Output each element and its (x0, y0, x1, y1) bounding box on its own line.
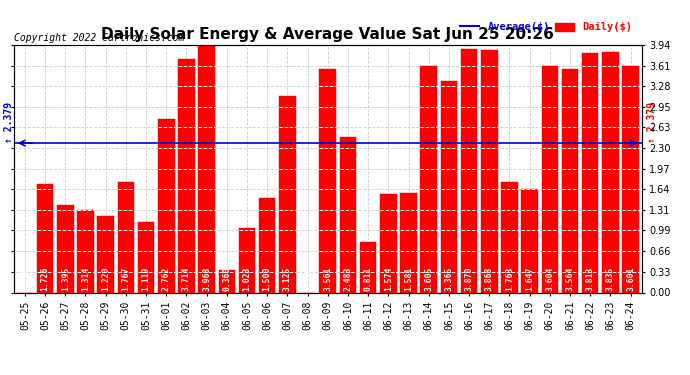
Text: 3.561: 3.561 (323, 267, 333, 291)
Bar (198, 43, 215, 292)
Text: 3.714: 3.714 (182, 267, 191, 291)
Bar (441, 81, 457, 292)
Bar (259, 198, 275, 292)
Bar (158, 119, 175, 292)
Bar (77, 210, 94, 292)
Text: 2.483: 2.483 (344, 267, 353, 291)
Text: 0.000: 0.000 (303, 267, 312, 291)
Bar (562, 69, 578, 292)
Bar (360, 242, 377, 292)
Bar (522, 189, 538, 292)
Text: 3.601: 3.601 (626, 267, 635, 291)
Bar (279, 96, 295, 292)
Legend: Average($), Daily($): Average($), Daily($) (456, 18, 636, 36)
Text: 0.000: 0.000 (21, 267, 30, 291)
Text: 0.360: 0.360 (222, 267, 231, 291)
Bar (380, 194, 397, 292)
Bar (178, 59, 195, 292)
Text: 1.220: 1.220 (101, 267, 110, 291)
Text: 3.564: 3.564 (566, 267, 575, 291)
Bar (602, 52, 619, 292)
Bar (57, 205, 74, 292)
Bar (420, 66, 437, 292)
Bar (461, 50, 477, 292)
Bar (37, 184, 53, 292)
Text: 1.647: 1.647 (525, 267, 534, 291)
Text: 3.868: 3.868 (485, 267, 494, 291)
Text: 1.767: 1.767 (121, 267, 130, 291)
Text: 3.870: 3.870 (464, 267, 473, 291)
Text: 1.395: 1.395 (61, 267, 70, 291)
Bar (138, 222, 155, 292)
Text: 1.763: 1.763 (505, 267, 514, 291)
Text: 3.605: 3.605 (424, 267, 433, 291)
Text: 3.968: 3.968 (202, 267, 211, 291)
Text: 1.119: 1.119 (141, 267, 150, 291)
Text: 3.604: 3.604 (545, 267, 554, 291)
Text: 1.581: 1.581 (404, 267, 413, 291)
Text: 2.762: 2.762 (161, 267, 170, 291)
Bar (319, 69, 336, 292)
Bar (219, 270, 235, 292)
Text: 0.811: 0.811 (364, 267, 373, 291)
Text: 3.125: 3.125 (283, 267, 292, 291)
Text: ↑ 2.379: ↑ 2.379 (647, 102, 657, 143)
Text: Copyright 2022 Cartronics.com: Copyright 2022 Cartronics.com (14, 33, 184, 42)
Text: 1.314: 1.314 (81, 267, 90, 291)
Bar (582, 53, 598, 292)
Bar (542, 66, 558, 292)
Text: 1.574: 1.574 (384, 267, 393, 291)
Text: 3.813: 3.813 (586, 267, 595, 291)
Bar (117, 182, 134, 292)
Bar (339, 136, 356, 292)
Text: 1.726: 1.726 (41, 267, 50, 291)
Bar (501, 182, 518, 292)
Text: ↑ 2.379: ↑ 2.379 (3, 102, 14, 143)
Text: 1.023: 1.023 (242, 267, 251, 291)
Bar (481, 50, 497, 292)
Bar (400, 193, 417, 292)
Text: 1.500: 1.500 (263, 267, 272, 291)
Bar (622, 66, 639, 292)
Bar (239, 228, 255, 292)
Text: 3.365: 3.365 (444, 267, 453, 291)
Bar (97, 216, 114, 292)
Title: Daily Solar Energy & Average Value Sat Jun 25 20:26: Daily Solar Energy & Average Value Sat J… (101, 27, 554, 42)
Text: 3.835: 3.835 (606, 267, 615, 291)
